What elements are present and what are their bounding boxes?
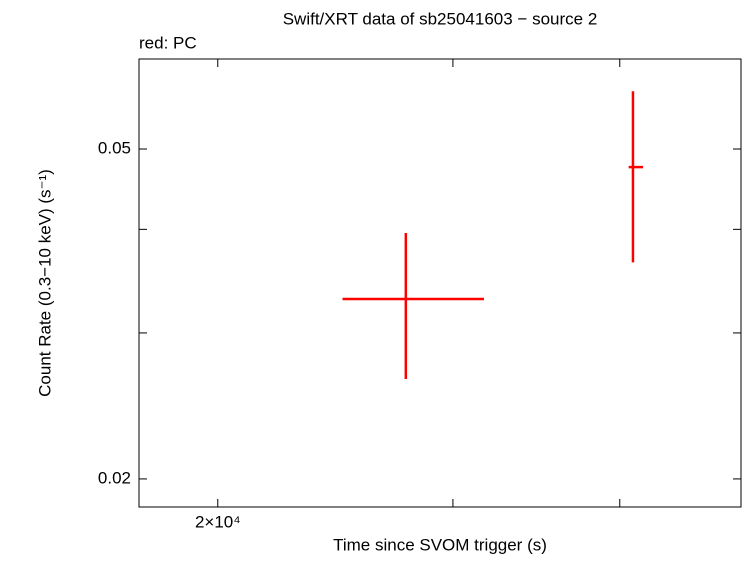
x-axis-label: Time since SVOM trigger (s): [333, 535, 547, 554]
plot-frame: [138, 58, 742, 508]
y-axis-label: Count Rate (0.3−10 keV) (s⁻¹): [35, 169, 54, 397]
legend-entry: red: PC: [139, 33, 197, 52]
y-tick-label: 0.05: [98, 138, 131, 157]
x-tick-label: 2×10⁴: [195, 512, 241, 531]
chart-title: Swift/XRT data of sb25041603 − source 2: [283, 9, 598, 28]
y-tick-label: 0.02: [98, 468, 131, 487]
